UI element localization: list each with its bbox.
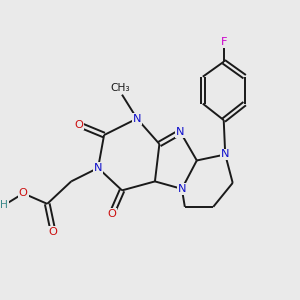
Text: O: O xyxy=(74,120,83,130)
Text: N: N xyxy=(178,184,186,194)
Text: N: N xyxy=(133,114,141,124)
Text: O: O xyxy=(19,188,28,198)
Text: O: O xyxy=(49,227,58,237)
Text: F: F xyxy=(220,37,227,47)
Text: O: O xyxy=(107,209,116,219)
Text: N: N xyxy=(94,163,102,173)
Text: CH₃: CH₃ xyxy=(111,83,130,93)
Text: N: N xyxy=(221,149,230,160)
Text: N: N xyxy=(176,127,184,137)
Text: H: H xyxy=(0,200,8,210)
